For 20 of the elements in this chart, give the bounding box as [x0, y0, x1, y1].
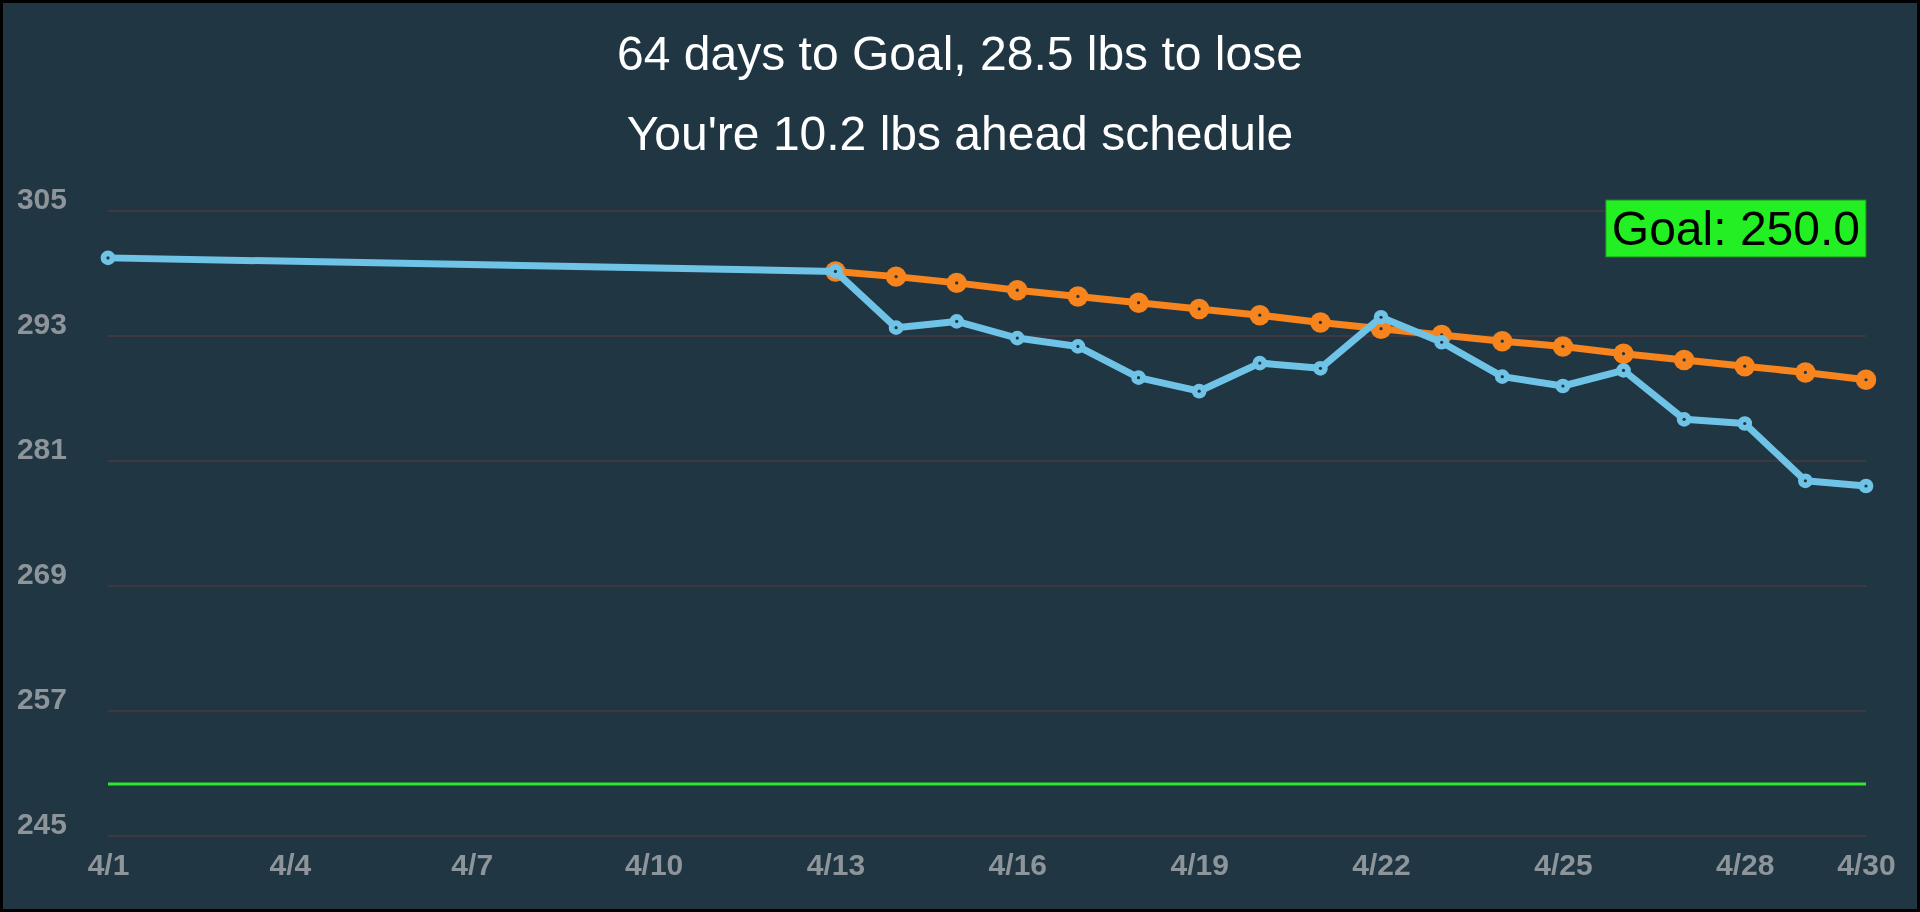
- x-tick-label: 4/7: [451, 848, 494, 881]
- x-tick-label: 4/4: [269, 848, 312, 881]
- y-tick-label: 245: [16, 806, 67, 840]
- x-tick-label: 4/1: [87, 848, 130, 881]
- y-tick-label: 281: [16, 431, 67, 465]
- y-tick-label: 257: [16, 681, 67, 715]
- x-tick-label: 4/28: [1716, 848, 1775, 881]
- y-tick-label: 269: [16, 556, 67, 590]
- x-tick-label: 4/22: [1352, 848, 1411, 881]
- annotation: Goal: 250.0: [1611, 202, 1860, 255]
- x-tick-label: 4/25: [1534, 848, 1593, 881]
- chart-title: 64 days to Goal, 28.5 lbs to lose: [617, 27, 1303, 80]
- x-tick-label: 4/13: [806, 848, 866, 881]
- y-tick-label: 293: [16, 306, 67, 340]
- x-tick-label: 4/30: [1837, 848, 1896, 881]
- chart-subtitle: You're 10.2 lbs ahead schedule: [626, 107, 1294, 160]
- x-tick-label: 4/10: [624, 848, 684, 881]
- x-tick-label: 4/19: [1170, 848, 1229, 881]
- y-tick-label: 305: [16, 181, 67, 215]
- x-tick-label: 4/16: [988, 848, 1048, 881]
